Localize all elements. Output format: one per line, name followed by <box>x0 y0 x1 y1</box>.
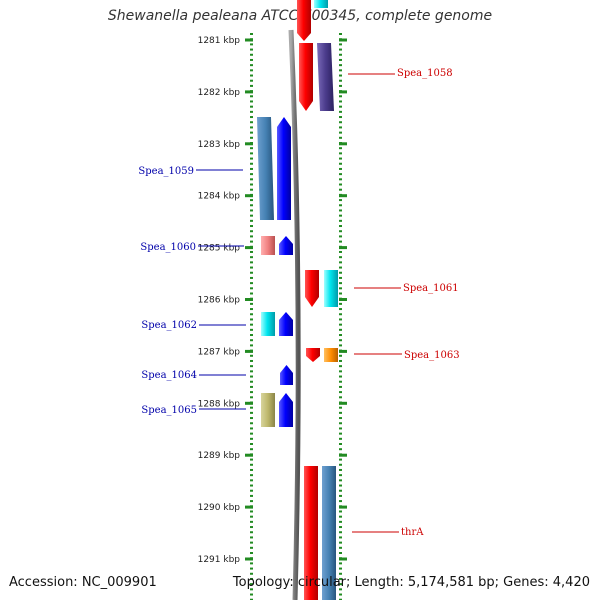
scale-tick-label: 1281 kbp <box>198 36 241 46</box>
gene-block-khaki <box>261 393 275 427</box>
gene-label: Spea_1058 <box>397 68 453 79</box>
gene-block-purple <box>317 43 334 111</box>
scale-tick-label: 1287 kbp <box>198 347 241 357</box>
gene-block-steel <box>322 466 336 600</box>
gene-arrow-blue <box>279 312 293 336</box>
gene-label: Spea_1060 <box>140 242 196 253</box>
gene-block-pink <box>261 236 275 255</box>
gene-label: Spea_1065 <box>141 405 197 416</box>
gene-arrow-blue <box>279 236 293 255</box>
gene-block-cyan <box>324 270 338 307</box>
gene-label: thrA <box>401 527 424 538</box>
gene-arrow-blue <box>277 117 291 220</box>
gene-label: Spea_1064 <box>141 370 197 381</box>
gene-block-cyan <box>261 312 275 336</box>
scale-tick-label: 1283 kbp <box>198 140 241 150</box>
scale-tick-label: 1289 kbp <box>198 451 241 461</box>
gene-label: Spea_1062 <box>141 320 197 331</box>
gene-block-steel <box>257 117 274 220</box>
gene-block-cyan <box>314 0 328 8</box>
gene-label: Spea_1059 <box>138 166 194 177</box>
scale-tick-label: 1290 kbp <box>198 503 241 513</box>
scale-tick-label: 1288 kbp <box>198 399 241 409</box>
gene-label: Spea_1061 <box>403 283 459 294</box>
genome-backbone <box>288 29 301 600</box>
gene-block-orange <box>324 348 338 362</box>
scale-tick-label: 1285 kbp <box>198 244 241 254</box>
scale-tick-label: 1286 kbp <box>198 296 241 306</box>
topology-text: Topology: circular; Length: 5,174,581 bp… <box>232 575 590 590</box>
gene-arrow-blue <box>280 365 293 385</box>
accession-text: Accession: NC_009901 <box>9 575 157 590</box>
gene-arrow-red <box>297 0 311 41</box>
gene-arrow-blue <box>279 393 293 427</box>
gene-arrow-red <box>305 270 319 307</box>
gene-label: Spea_1063 <box>404 350 460 361</box>
gene-arrow-red <box>299 43 313 111</box>
gene-arrow-red <box>306 348 320 362</box>
gene-block-red <box>304 466 318 600</box>
scale-tick-label: 1282 kbp <box>198 88 241 98</box>
scale-tick-label: 1284 kbp <box>198 192 241 202</box>
scale-tick-label: 1291 kbp <box>198 555 241 565</box>
